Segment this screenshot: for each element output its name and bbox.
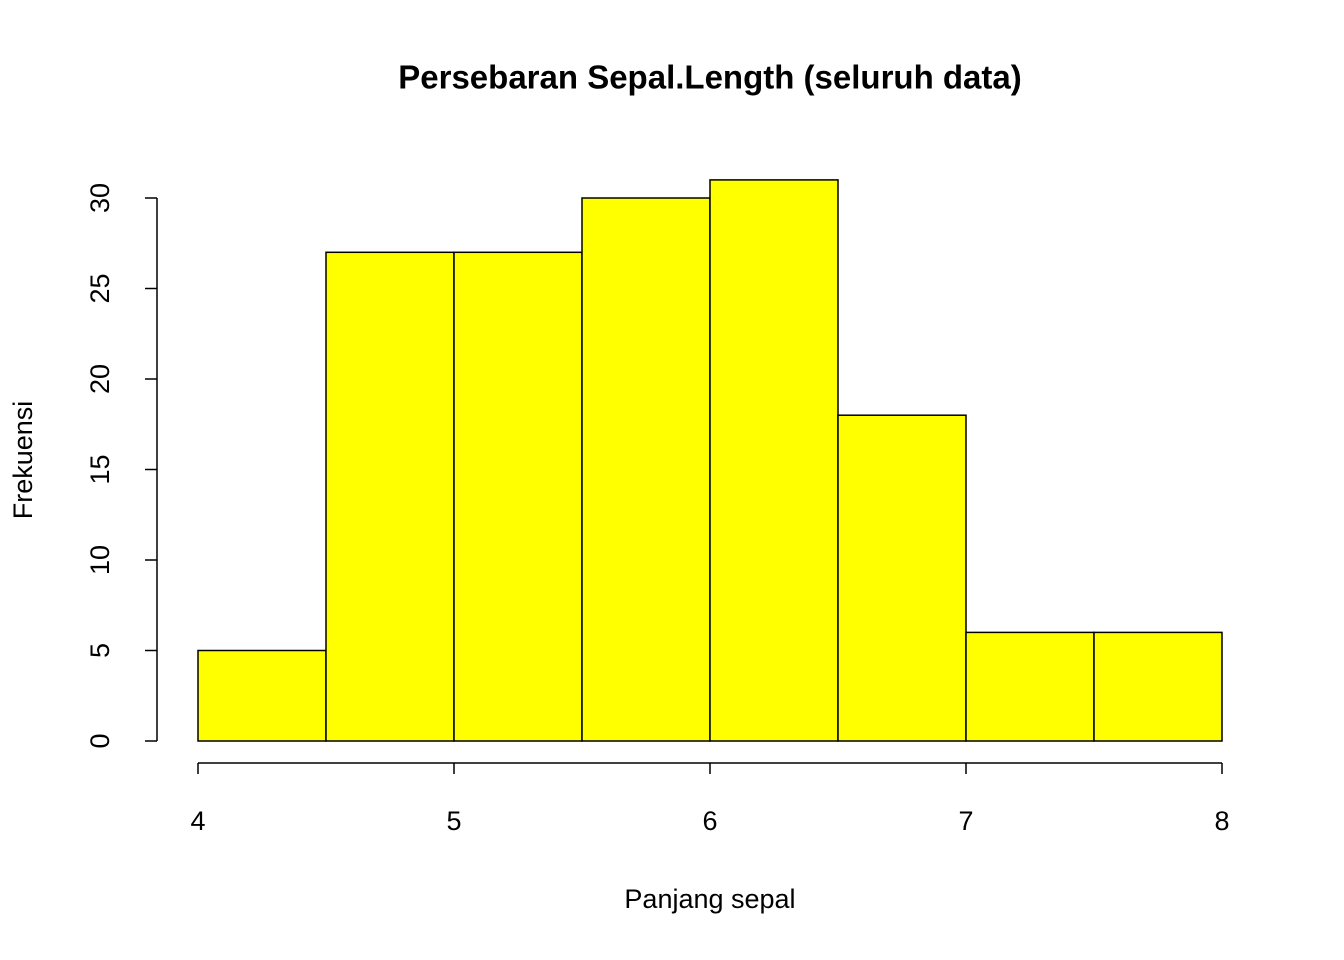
x-tick-label: 5: [446, 806, 461, 836]
y-tick-label: 10: [85, 545, 115, 575]
bar: [197, 649, 327, 742]
y-axis-label: Frekuensi: [8, 401, 38, 520]
x-tick-label: 4: [190, 806, 205, 836]
x-tick-label: 6: [702, 806, 717, 836]
bar: [837, 414, 967, 742]
bar: [709, 179, 839, 742]
x-axis-label: Panjang sepal: [624, 884, 795, 914]
y-tick-label: 5: [85, 643, 115, 658]
y-tick-label: 25: [85, 273, 115, 303]
bar: [325, 251, 455, 742]
y-tick-label: 0: [85, 733, 115, 748]
x-tick-label: 7: [958, 806, 973, 836]
bar: [453, 251, 583, 742]
chart-title: Persebaran Sepal.Length (seluruh data): [398, 59, 1022, 96]
bar: [965, 631, 1095, 742]
y-tick-label: 30: [85, 183, 115, 213]
x-tick-label: 8: [1214, 806, 1229, 836]
bar: [1093, 631, 1223, 742]
y-tick-label: 20: [85, 364, 115, 394]
y-tick-label: 15: [85, 454, 115, 484]
bar: [581, 197, 711, 742]
